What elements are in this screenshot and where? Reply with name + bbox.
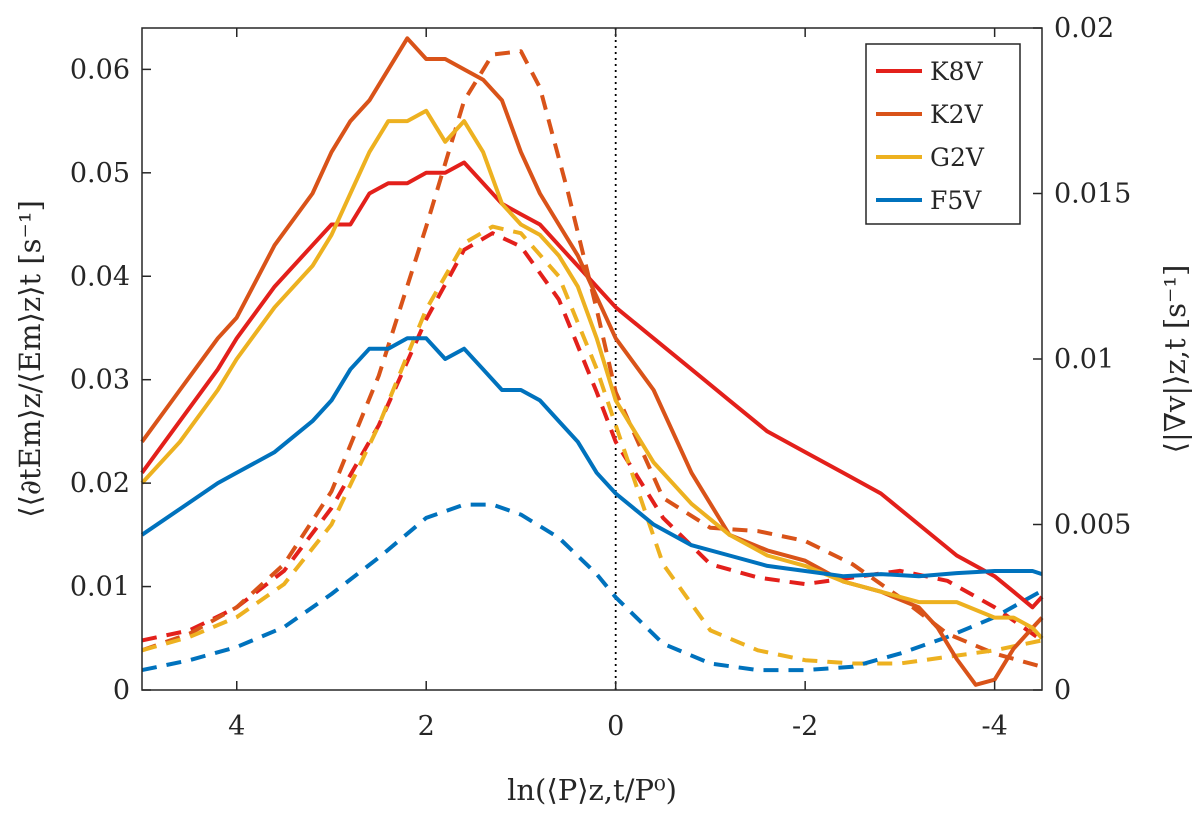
y-right-tick-label: 0.015 [1054,179,1131,210]
y-left-tick-label: 0.01 [70,572,130,603]
series-g2v-solid [140,108,1044,640]
y-left-tick-label: 0.02 [70,468,130,499]
series-f5v-dashed [141,502,1043,673]
legend-label-k8v: K8V [930,57,984,86]
axis-labels: ln(⟨P⟩z,t/P⁰) ⟨⟨∂tEm⟩z/⟨Em⟩z⟩t [s⁻¹] ⟨|∇v|… [13,200,1192,807]
y-right-tick-label: 0.005 [1054,510,1131,541]
series-k8v-solid [140,160,1044,610]
axes-layer: 4 2 0 -2 -4 0 0.01 0.02 0.03 0.04 0.05 0.06 0 0.005 0.… [70,13,1131,742]
x-tick-label: -4 [981,711,1007,742]
x-tick-label: -2 [792,711,818,742]
y-left-tick-label: 0 [113,675,130,706]
x-tick-label: 4 [228,711,245,742]
x-tick-label: 2 [418,711,435,742]
y-axis-label-left: ⟨⟨∂tEm⟩z/⟨Em⟩z⟩t [s⁻¹] [13,200,47,518]
legend: K8V K2V G2V F5V [865,43,1021,225]
series-k2v-solid [140,36,1044,687]
x-axis-label: ln(⟨P⟩z,t/P⁰) [507,773,677,807]
x-tick-label: 0 [607,711,624,742]
y-axis-label-right: ⟨|∇v|⟩z,t [s⁻¹] [1158,265,1192,454]
y-right-tick-label: 0.01 [1054,344,1114,375]
y-left-tick-label: 0.06 [70,54,130,85]
y-left-tick-label: 0.05 [70,158,130,189]
series-k2v-dashed [141,49,1043,669]
series-layer [140,36,1044,687]
legend-label-f5v: F5V [930,186,982,215]
legend-box [865,43,1021,225]
y-right-tick-label: 0 [1054,675,1071,706]
legend-label-k2v: K2V [930,100,984,129]
y-left-tick-label: 0.04 [70,261,130,292]
y-left-tick-label: 0.03 [70,365,130,396]
series-f5v-solid [140,336,1043,579]
y-right-tick-label: 0.02 [1054,13,1114,44]
legend-label-g2v: G2V [930,143,985,172]
